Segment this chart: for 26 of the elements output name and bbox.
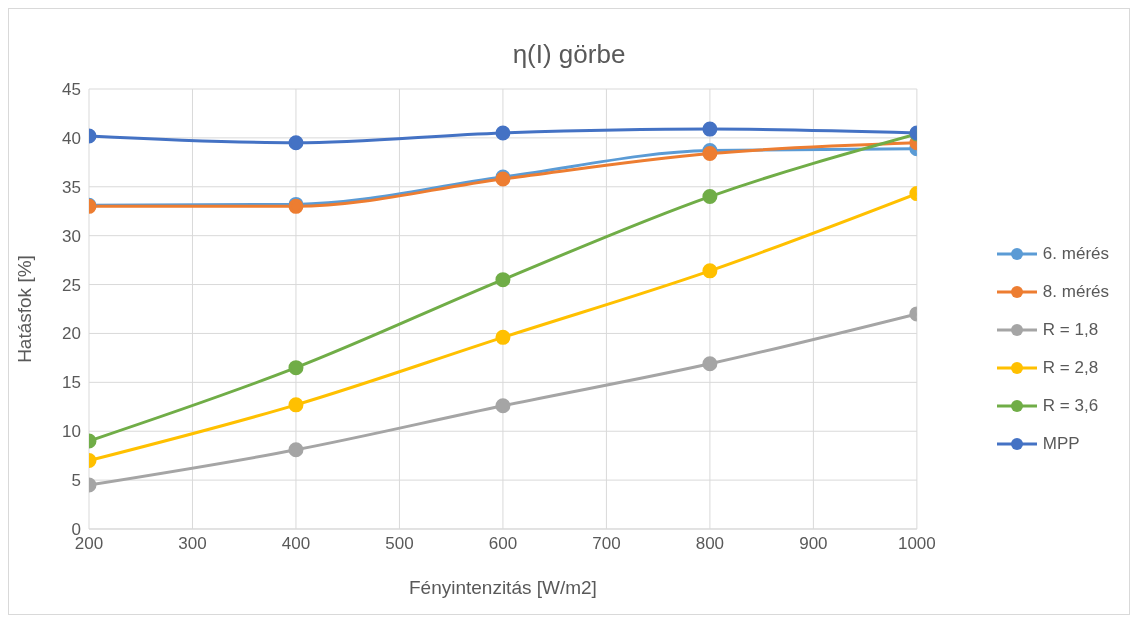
x-tick-label: 1000 [897,534,936,554]
y-tick-label: 35 [62,177,81,197]
legend-label: R = 2,8 [1042,357,1099,379]
y-tick-label: 25 [62,275,81,295]
legend-label: R = 1,8 [1042,319,1099,341]
x-tick-label: 300 [178,534,207,554]
x-tick-label: 500 [385,534,414,554]
x-tick-label: 800 [695,534,725,554]
y-axis-title: Hatásfok [%] [13,255,35,363]
y-tick-label: 15 [62,373,81,393]
y-tick-label: 5 [71,471,81,491]
chart-title: η(I) görbe [511,38,627,71]
x-tick-label: 600 [488,534,518,554]
x-tick-label: 700 [592,534,621,554]
y-tick-label: 20 [62,324,81,344]
y-tick-label: 45 [62,80,81,100]
x-tick-label: 400 [281,534,311,554]
y-tick-label: 30 [62,226,81,246]
legend-label: R = 3,6 [1042,395,1099,417]
y-tick-label: 40 [62,128,81,148]
legend-label: 8. mérés [1042,281,1109,303]
legend-label: MPP [1042,433,1080,455]
x-tick-label: 900 [799,534,828,554]
y-tick-label: 10 [62,422,81,442]
legend-label: 6. mérés [1042,243,1109,265]
x-axis-title: Fényintenzitás [W/m2] [408,577,597,598]
